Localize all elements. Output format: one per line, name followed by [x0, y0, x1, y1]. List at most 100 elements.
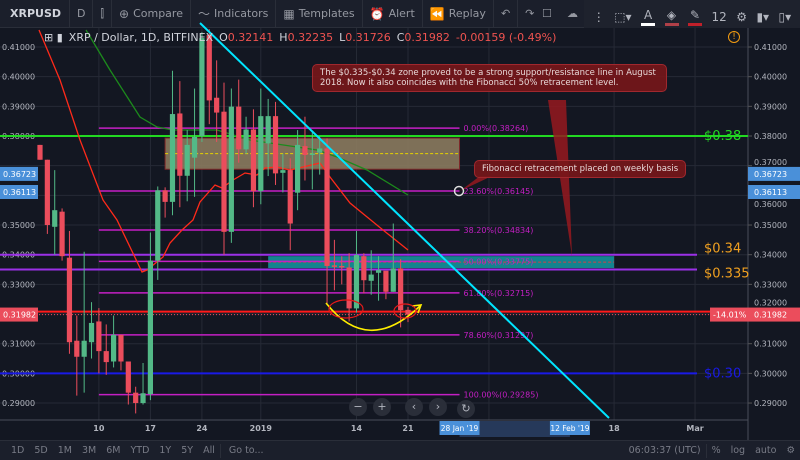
callout-support-zone[interactable]: The $0.335-$0.34 zone proved to be a str… — [312, 64, 667, 92]
candle[interactable] — [236, 79, 242, 163]
range-button-ytd[interactable]: YTD — [130, 445, 150, 456]
font-size-select[interactable]: 12 — [711, 10, 726, 24]
style-button[interactable]: ⬚▾ — [614, 10, 631, 24]
candle[interactable] — [118, 334, 124, 371]
candle[interactable] — [302, 116, 308, 181]
zoom-out-button[interactable]: − — [349, 398, 367, 416]
replay-button[interactable]: ⏪ Replay — [423, 0, 494, 28]
candle[interactable] — [162, 187, 168, 218]
candle[interactable] — [44, 159, 50, 234]
candle[interactable] — [81, 251, 87, 393]
candle[interactable] — [324, 138, 330, 306]
candle[interactable] — [177, 81, 183, 208]
text-color-button[interactable]: A — [641, 8, 656, 26]
redo-button[interactable]: ↷ — [518, 0, 541, 28]
range-button-3m[interactable]: 3M — [81, 445, 97, 456]
range-button-5d[interactable]: 5D — [34, 445, 48, 456]
range-button-5y[interactable]: 5Y — [181, 445, 194, 456]
candle[interactable] — [206, 29, 212, 125]
candle[interactable] — [74, 315, 80, 396]
candle[interactable] — [184, 130, 190, 202]
symbol-search[interactable]: XRPUSD — [0, 0, 70, 28]
candle[interactable] — [66, 230, 73, 354]
percent-scale-toggle[interactable]: % — [711, 445, 721, 456]
candle[interactable] — [88, 302, 95, 359]
range-button-1m[interactable]: 1M — [57, 445, 72, 456]
range-button-1y[interactable]: 1Y — [159, 445, 172, 456]
descending-trendline[interactable] — [199, 22, 610, 419]
candle[interactable] — [280, 153, 286, 193]
candle[interactable] — [353, 230, 360, 313]
remove-button[interactable]: ▯▾ — [779, 10, 792, 24]
candle[interactable] — [317, 136, 323, 175]
candle[interactable] — [221, 82, 227, 255]
candle[interactable] — [140, 362, 146, 405]
candle[interactable] — [287, 158, 293, 251]
candle[interactable] — [331, 239, 337, 291]
scroll-left-button[interactable]: ‹ — [405, 398, 423, 416]
log-scale-toggle[interactable]: log — [730, 445, 746, 456]
candle[interactable] — [243, 116, 249, 154]
fullscreen-button[interactable]: ☐ — [535, 0, 559, 28]
indicators-button[interactable]: 〜 Indicators — [191, 0, 277, 28]
candle[interactable] — [346, 253, 352, 322]
drag-handle[interactable]: ⋮ — [592, 9, 605, 24]
candle[interactable] — [214, 60, 220, 142]
candle[interactable] — [383, 270, 389, 300]
candle[interactable] — [111, 315, 117, 368]
scroll-right-button[interactable]: › — [429, 398, 447, 416]
chart-type-button[interactable]: ⫿ — [93, 0, 113, 28]
candle[interactable] — [309, 131, 315, 190]
save-cloud-button[interactable]: ☁ — [560, 0, 585, 28]
price-chart[interactable]: 0.41000 0.41000 0.40000 0.40000 0.39000 0.390… — [0, 0, 800, 440]
legend-title[interactable]: XRP / Dollar, 1D, BITFINEX — [68, 31, 214, 44]
candle[interactable] — [52, 170, 58, 255]
candle[interactable] — [295, 130, 301, 211]
candle[interactable] — [133, 386, 139, 414]
candle[interactable] — [398, 259, 404, 328]
settings-button[interactable]: ⚙ — [736, 10, 747, 24]
candle[interactable] — [258, 88, 264, 205]
templates-icon: ▦ — [283, 6, 295, 21]
candle[interactable] — [250, 109, 257, 208]
visibility-button[interactable]: ▮▾ — [756, 10, 769, 24]
candle[interactable] — [199, 32, 205, 142]
reset-chart-button[interactable]: ↻ — [457, 400, 475, 418]
templates-button[interactable]: ▦ Templates — [276, 0, 363, 28]
warning-icon[interactable]: ! — [728, 31, 740, 43]
candle[interactable] — [375, 256, 382, 301]
range-button-1d[interactable]: 1D — [11, 445, 25, 456]
line-color-button[interactable]: ✎ — [687, 8, 702, 26]
candle[interactable] — [169, 70, 176, 216]
candle[interactable] — [272, 101, 279, 185]
gear-icon[interactable]: ⚙ — [786, 445, 795, 456]
anchor-handle-icon[interactable] — [453, 185, 465, 197]
zoom-in-button[interactable]: + — [373, 398, 391, 416]
candle[interactable] — [59, 208, 65, 261]
candle[interactable] — [265, 98, 271, 177]
candle[interactable] — [103, 324, 109, 375]
candle[interactable] — [390, 223, 396, 292]
undo-button[interactable]: ↶ — [494, 0, 519, 28]
legend-toggle-icon[interactable]: ⊞ ▮ — [44, 31, 63, 44]
candle[interactable] — [191, 88, 198, 197]
candle[interactable] — [339, 256, 345, 285]
range-button-6m[interactable]: 6M — [106, 445, 121, 456]
candle[interactable] — [96, 308, 102, 374]
auto-scale-toggle[interactable]: auto — [755, 445, 777, 456]
range-button-all[interactable]: All — [203, 445, 215, 456]
candle[interactable] — [155, 186, 161, 280]
fill-color-button[interactable]: ◈ — [664, 8, 679, 26]
callout-fibonacci[interactable]: Fibonacci retracement placed on weekly b… — [474, 160, 687, 178]
compare-button[interactable]: ⊕ Compare — [112, 0, 191, 28]
candle[interactable] — [228, 88, 234, 243]
candle[interactable] — [37, 144, 43, 160]
candle[interactable] — [361, 253, 367, 294]
interval-button[interactable]: D — [70, 0, 94, 28]
candle[interactable] — [405, 307, 411, 323]
candle[interactable] — [147, 232, 153, 401]
goto-button[interactable]: Go to... — [228, 445, 264, 456]
candle[interactable] — [125, 361, 131, 405]
alert-button[interactable]: ⏰ Alert — [363, 0, 423, 28]
candle[interactable] — [368, 250, 374, 295]
